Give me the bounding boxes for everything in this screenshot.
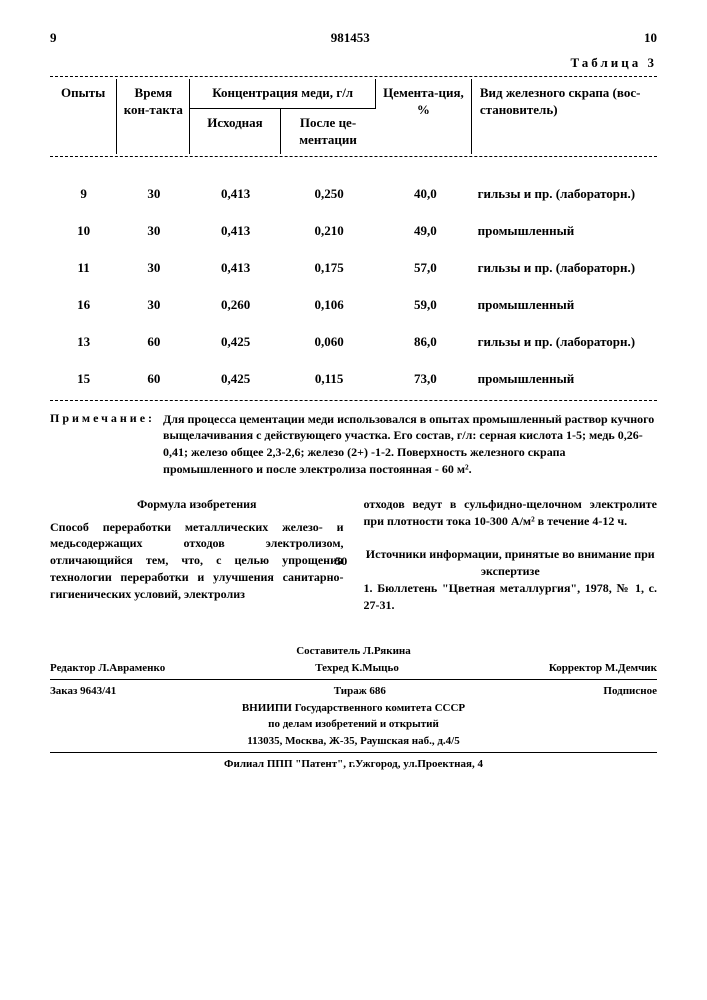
- col-scrap: Вид железного скрапа (вос-становитель): [471, 79, 657, 155]
- col-cement: Цемента-ция, %: [375, 79, 471, 155]
- page-number-left: 9: [50, 30, 57, 47]
- org-line1: ВНИИПИ Государственного комитета СССР: [50, 700, 657, 717]
- formula-section: Формула изобретения Способ переработки м…: [50, 496, 657, 614]
- note-label: Примечание:: [50, 411, 163, 478]
- col-after: После це-ментации: [280, 108, 375, 154]
- data-table-body: 9300,4130,25040,0гильзы и пр. (лаборатор…: [50, 176, 657, 397]
- address1: 113035, Москва, Ж-35, Раушская наб., д.4…: [50, 733, 657, 750]
- order-number: Заказ 9643/41: [50, 683, 116, 700]
- footer-block: Составитель Л.Рякина Редактор Л.Авраменк…: [50, 643, 657, 773]
- col-conc: Концентрация меди, г/л: [190, 79, 376, 108]
- line-number: 50: [335, 554, 347, 570]
- techred: Техред К.Мыцьо: [315, 660, 399, 677]
- address2: Филиал ППП "Патент", г.Ужгород, ул.Проек…: [50, 756, 657, 773]
- divider: [50, 156, 657, 157]
- formula-left-text: Способ переработки металлических железо-…: [50, 520, 344, 601]
- document-number: 981453: [331, 30, 370, 47]
- data-table: Опыты Время кон-такта Концентрация меди,…: [50, 79, 657, 155]
- divider: [50, 76, 657, 77]
- source-1: 1. Бюллетень "Цветная металлургия", 1978…: [364, 580, 658, 614]
- col-time: Время кон-такта: [117, 79, 190, 155]
- table-row: 10300,4130,21049,0промышленный: [50, 213, 657, 250]
- divider: [50, 400, 657, 401]
- table-row: 16300,2600,10659,0промышленный: [50, 287, 657, 324]
- sources-title: Источники информации, принятые во вниман…: [364, 546, 658, 580]
- col-opyt: Опыты: [50, 79, 117, 155]
- corrector: Корректор М.Демчик: [549, 660, 657, 677]
- tirage: Тираж 686: [334, 683, 386, 700]
- page-header: 9 981453 10: [50, 30, 657, 47]
- compiler: Составитель Л.Рякина: [50, 643, 657, 660]
- page-number-right: 10: [644, 30, 657, 47]
- note-text: Для процесса цементации меди использовал…: [163, 411, 657, 478]
- note-block: Примечание: Для процесса цементации меди…: [50, 411, 657, 478]
- formula-right-top: отходов ведут в сульфидно-щелочном элект…: [364, 496, 658, 530]
- editor: Редактор Л.Авраменко: [50, 660, 165, 677]
- table-title: Таблица 3: [50, 55, 657, 72]
- table-row: 15600,4250,11573,0промышленный: [50, 361, 657, 398]
- table-row: 11300,4130,17557,0гильзы и пр. (лаборато…: [50, 250, 657, 287]
- org-line2: по делам изобретений и открытий: [50, 716, 657, 733]
- formula-title: Формула изобретения: [50, 496, 344, 513]
- col-initial: Исходная: [190, 108, 280, 154]
- subscription: Подписное: [603, 683, 657, 700]
- table-row: 13600,4250,06086,0гильзы и пр. (лаборато…: [50, 324, 657, 361]
- table-row: 9300,4130,25040,0гильзы и пр. (лаборатор…: [50, 176, 657, 213]
